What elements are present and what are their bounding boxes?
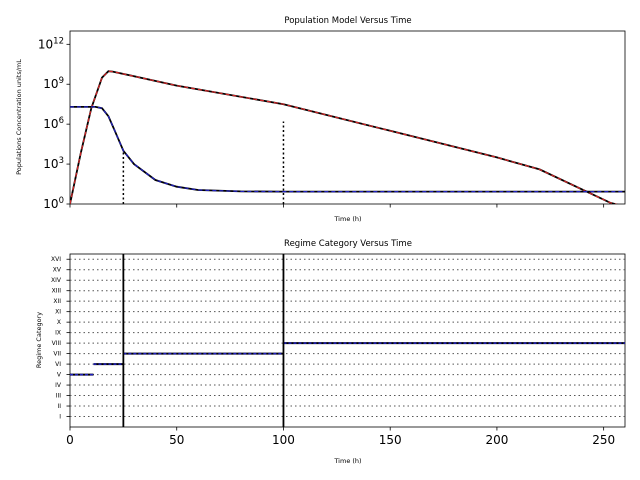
- bottom-y-tick-label-XIII: XIII: [52, 288, 62, 295]
- bottom-x-tick-label-3: 150: [379, 433, 402, 447]
- bottom-y-tick-label-VII: VII: [53, 351, 61, 358]
- regime-chart: Regime Category Versus Time IIIIIIIVVVIV…: [35, 239, 626, 465]
- bottom-x-tick-label-4: 200: [485, 433, 508, 447]
- bottom-x-tick-label-1: 50: [169, 433, 184, 447]
- bottom-plot-frame: [69, 253, 626, 428]
- bottom-y-tick-label-XII: XII: [53, 298, 61, 305]
- top-x-axis-label: Time (h): [333, 215, 361, 223]
- bottom-chart-title: Regime Category Versus Time: [284, 239, 412, 249]
- bottom-y-tick-label-III: III: [56, 393, 62, 400]
- series-2-overlay-line: [70, 106, 625, 193]
- bottom-x-axis-label: Time (h): [333, 457, 361, 465]
- bottom-y-tick-label-I: I: [59, 414, 61, 421]
- population-chart: Population Model Versus Time 100 103 106 10…: [15, 16, 626, 223]
- bottom-y-tick-label-XIV: XIV: [51, 277, 62, 284]
- bottom-y-axis-label: Regime Category: [35, 312, 43, 368]
- bottom-y-tick-label-X: X: [57, 319, 61, 326]
- top-y-tick-label-1: 103: [43, 156, 64, 171]
- bottom-y-tick-label-IX: IX: [55, 330, 61, 337]
- top-y-axis-label: Populations Concentration units/mL: [15, 59, 23, 175]
- bottom-x-tick-label-5: 250: [592, 433, 615, 447]
- bottom-y-tick-label-VIII: VIII: [52, 340, 62, 347]
- bottom-y-tick-label-XI: XI: [55, 309, 61, 316]
- bottom-y-tick-label-IV: IV: [55, 382, 62, 389]
- top-y-tick-label-0: 100: [43, 196, 64, 211]
- series-1-line: [70, 70, 619, 204]
- bottom-y-tick-label-XV: XV: [53, 267, 62, 274]
- series-1-overlay-line: [70, 70, 618, 204]
- top-plot-frame: [69, 30, 626, 205]
- bottom-x-tick-label-0: 0: [66, 433, 74, 447]
- top-chart-title: Population Model Versus Time: [284, 16, 411, 26]
- bottom-y-tick-label-VI: VI: [55, 361, 61, 368]
- bottom-y-tick-label-V: V: [57, 372, 62, 379]
- top-y-tick-label-3: 109: [43, 76, 64, 91]
- bottom-y-tick-label-XVI: XVI: [51, 256, 61, 263]
- top-y-tick-label-2: 106: [43, 116, 64, 131]
- bottom-y-tick-label-II: II: [57, 403, 61, 410]
- bottom-x-tick-label-2: 100: [272, 433, 295, 447]
- top-y-tick-label-4: 1012: [38, 36, 64, 51]
